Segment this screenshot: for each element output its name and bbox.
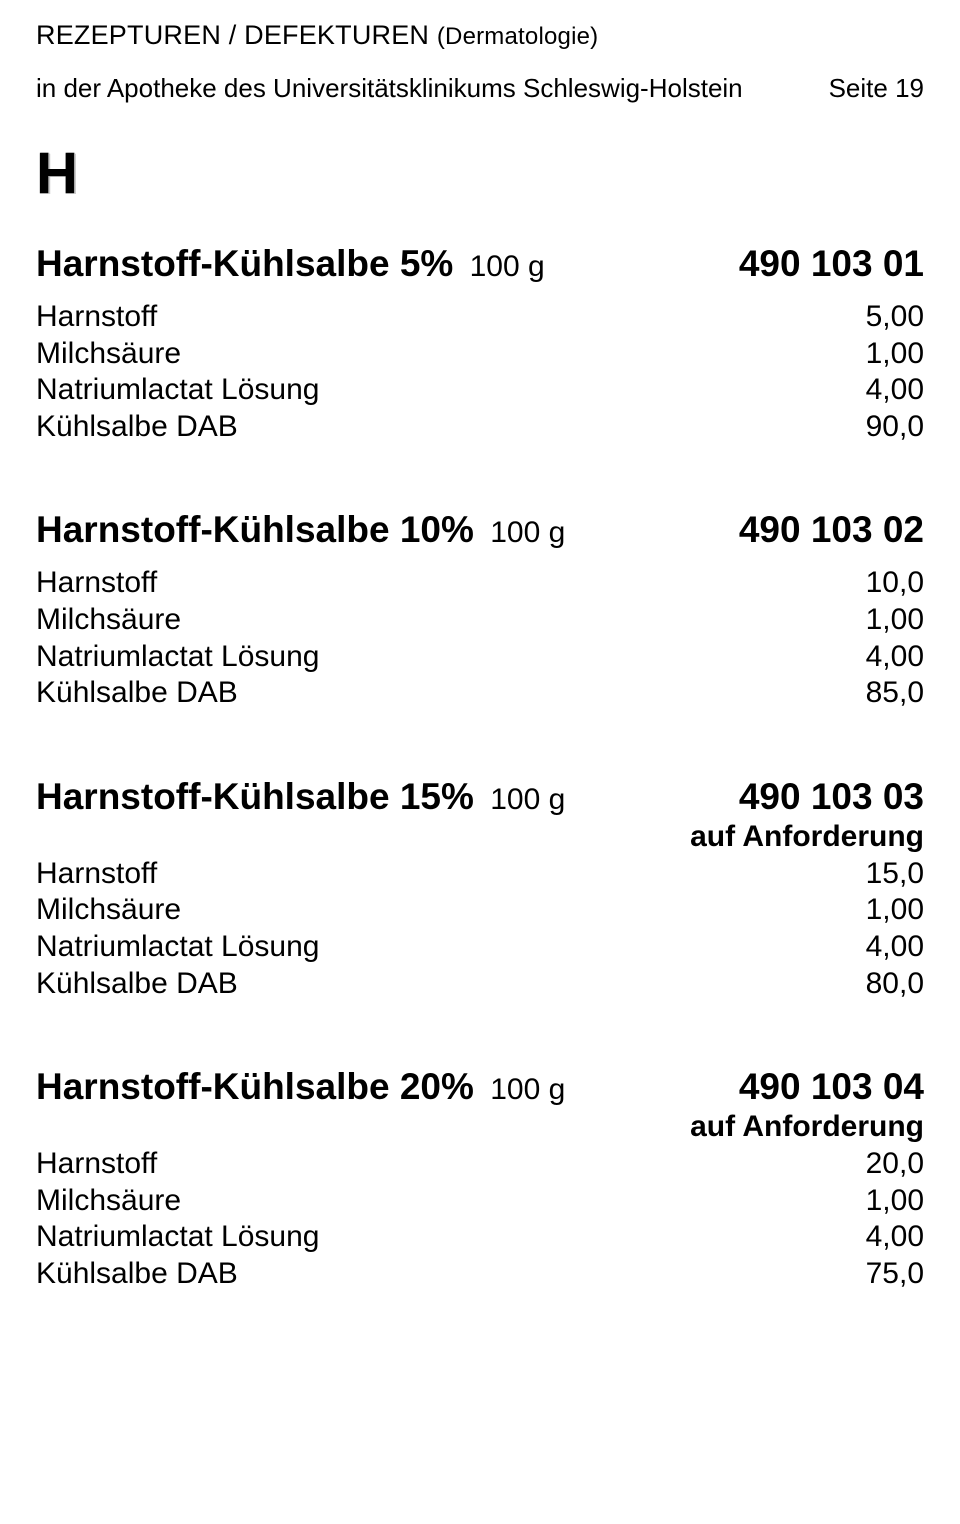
- title-paren: (Dermatologie): [437, 23, 599, 50]
- ingredient-value: 5,00: [804, 299, 924, 336]
- ingredient-value: 4,00: [804, 1219, 924, 1256]
- recipe-code: 490 103 04: [739, 1066, 924, 1108]
- subtitle: in der Apotheke des Universitätsklinikum…: [36, 73, 743, 104]
- recipe-code: 490 103 02: [739, 509, 924, 551]
- section-letter: H: [36, 140, 924, 207]
- ingredient-row: Milchsäure1,00: [36, 1183, 924, 1220]
- ingredient-row: Natriumlactat Lösung4,00: [36, 1219, 924, 1256]
- ingredient-value: 80,0: [804, 966, 924, 1003]
- ingredient-value: 1,00: [804, 602, 924, 639]
- ingredient-name: Harnstoff: [36, 565, 804, 602]
- spacer: [36, 289, 924, 299]
- ingredient-name: Harnstoff: [36, 856, 804, 893]
- recipes-container: Harnstoff-Kühlsalbe 5% 100 g490 103 01Ha…: [36, 243, 924, 1293]
- recipe-title: Harnstoff-Kühlsalbe 5% 100 g: [36, 243, 545, 285]
- header-row: in der Apotheke des Universitätsklinikum…: [36, 73, 924, 104]
- recipe-title-text: Harnstoff-Kühlsalbe 20%: [36, 1066, 474, 1107]
- page-number: Seite 19: [829, 73, 924, 104]
- ingredient-row: Kühlsalbe DAB90,0: [36, 409, 924, 446]
- ingredient-value: 1,00: [804, 892, 924, 929]
- ingredient-value: 90,0: [804, 409, 924, 446]
- ingredient-name: Natriumlactat Lösung: [36, 372, 804, 409]
- recipe-quantity: 100 g: [490, 783, 565, 816]
- ingredient-name: Milchsäure: [36, 336, 804, 373]
- ingredient-value: 10,0: [804, 565, 924, 602]
- ingredient-name: Harnstoff: [36, 1146, 804, 1183]
- ingredient-name: Milchsäure: [36, 602, 804, 639]
- recipe-quantity: 100 g: [490, 516, 565, 549]
- ingredient-row: Natriumlactat Lösung4,00: [36, 929, 924, 966]
- recipe-title: Harnstoff-Kühlsalbe 10% 100 g: [36, 509, 565, 551]
- ingredient-row: Natriumlactat Lösung4,00: [36, 372, 924, 409]
- ingredient-row: Milchsäure1,00: [36, 336, 924, 373]
- recipe-title-text: Harnstoff-Kühlsalbe 15%: [36, 776, 474, 817]
- ingredient-row: Natriumlactat Lösung4,00: [36, 639, 924, 676]
- ingredient-name: Milchsäure: [36, 892, 804, 929]
- document-title: REZEPTUREN / DEFEKTUREN (Dermatologie): [36, 20, 924, 51]
- page: REZEPTUREN / DEFEKTUREN (Dermatologie) i…: [0, 0, 960, 1524]
- ingredient-name: Natriumlactat Lösung: [36, 639, 804, 676]
- recipe-header: Harnstoff-Kühlsalbe 20% 100 g 490 103 04: [36, 1066, 924, 1108]
- ingredient-value: 4,00: [804, 929, 924, 966]
- ingredient-name: Kühlsalbe DAB: [36, 409, 804, 446]
- ingredient-value: 4,00: [804, 372, 924, 409]
- ingredient-value: 20,0: [804, 1146, 924, 1183]
- ingredient-name: Harnstoff: [36, 299, 804, 336]
- recipe-header: Harnstoff-Kühlsalbe 10% 100 g 490 103 02: [36, 509, 924, 551]
- ingredient-row: Milchsäure1,00: [36, 892, 924, 929]
- recipe-block: Harnstoff-Kühlsalbe 15% 100 g 490 103 03a…: [36, 776, 924, 1002]
- recipe-block: Harnstoff-Kühlsalbe 5% 100 g490 103 01Ha…: [36, 243, 924, 445]
- ingredient-row: Harnstoff20,0: [36, 1146, 924, 1183]
- recipe-code: 490 103 03: [739, 776, 924, 818]
- ingredient-value: 85,0: [804, 675, 924, 712]
- recipe-block: Harnstoff-Kühlsalbe 10% 100 g490 103 02H…: [36, 509, 924, 711]
- ingredient-value: 15,0: [804, 856, 924, 893]
- recipe-header: Harnstoff-Kühlsalbe 5% 100 g 490 103 01: [36, 243, 924, 285]
- recipe-title-text: Harnstoff-Kühlsalbe 10%: [36, 509, 474, 550]
- ingredient-row: Kühlsalbe DAB80,0: [36, 966, 924, 1003]
- ingredient-name: Kühlsalbe DAB: [36, 675, 804, 712]
- ingredient-row: Harnstoff5,00: [36, 299, 924, 336]
- ingredient-name: Kühlsalbe DAB: [36, 1256, 804, 1293]
- ingredient-row: Harnstoff15,0: [36, 856, 924, 893]
- spacer: [36, 555, 924, 565]
- ingredient-row: Harnstoff10,0: [36, 565, 924, 602]
- ingredient-name: Natriumlactat Lösung: [36, 1219, 804, 1256]
- ingredient-row: Kühlsalbe DAB75,0: [36, 1256, 924, 1293]
- ingredient-value: 75,0: [804, 1256, 924, 1293]
- ingredient-name: Natriumlactat Lösung: [36, 929, 804, 966]
- ingredient-value: 1,00: [804, 336, 924, 373]
- recipe-title-text: Harnstoff-Kühlsalbe 5%: [36, 243, 453, 284]
- ingredient-name: Kühlsalbe DAB: [36, 966, 804, 1003]
- ingredient-value: 4,00: [804, 639, 924, 676]
- recipe-header: Harnstoff-Kühlsalbe 15% 100 g 490 103 03: [36, 776, 924, 818]
- ingredient-row: Kühlsalbe DAB85,0: [36, 675, 924, 712]
- title-main: REZEPTUREN / DEFEKTUREN: [36, 20, 429, 50]
- recipe-note: auf Anforderung: [36, 820, 924, 854]
- recipe-code: 490 103 01: [739, 243, 924, 285]
- recipe-title: Harnstoff-Kühlsalbe 15% 100 g: [36, 776, 565, 818]
- recipe-quantity: 100 g: [490, 1073, 565, 1106]
- ingredient-name: Milchsäure: [36, 1183, 804, 1220]
- ingredient-value: 1,00: [804, 1183, 924, 1220]
- recipe-block: Harnstoff-Kühlsalbe 20% 100 g 490 103 04a…: [36, 1066, 924, 1292]
- ingredient-row: Milchsäure1,00: [36, 602, 924, 639]
- recipe-title: Harnstoff-Kühlsalbe 20% 100 g: [36, 1066, 565, 1108]
- recipe-quantity: 100 g: [470, 250, 545, 283]
- recipe-note: auf Anforderung: [36, 1110, 924, 1144]
